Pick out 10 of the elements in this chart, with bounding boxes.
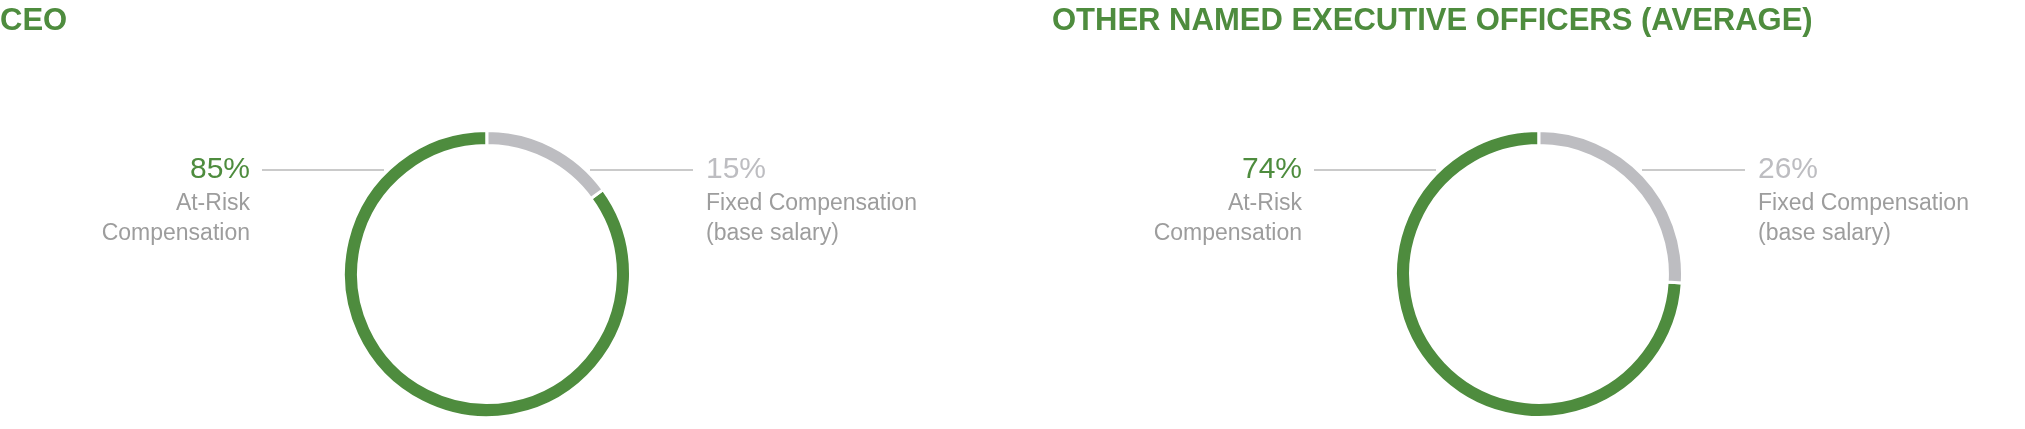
data-label: 74% [1241,151,1302,185]
slice-label: Fixed Compensation (base salary) [1758,189,1969,246]
data-label: 26% [1758,151,1819,185]
chart-title: OTHER NAMED EXECUTIVE OFFICERS (AVERAGE) [1052,2,1813,38]
slice-label: At-Risk Compensation [101,189,251,246]
slice-label: Fixed Compensation (base salary) [706,189,917,246]
slice-label: At-Risk Compensation [1153,189,1303,246]
data-label: 85% [189,151,250,185]
chart-title: CEO [0,2,68,38]
data-label: 15% [706,151,767,185]
